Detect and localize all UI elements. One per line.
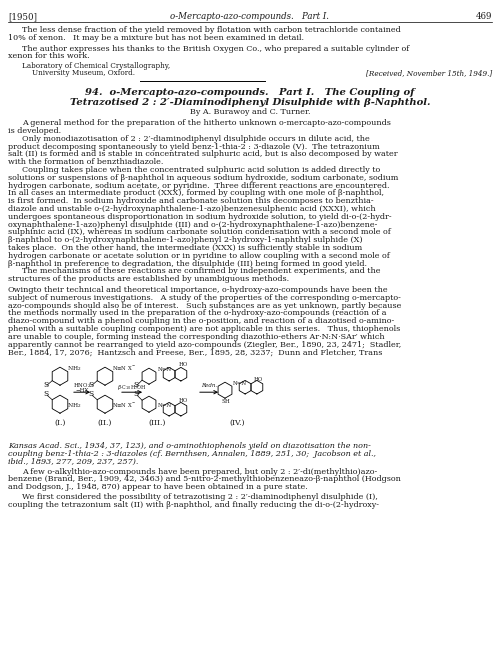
Text: S: S [88,381,93,389]
Text: The author expresses his thanks to the British Oxygen Co., who prepared a suitab: The author expresses his thanks to the B… [22,45,409,52]
Text: diazo-compound with a phenol coupling in the o-position, and reaction of a diazo: diazo-compound with a phenol coupling in… [8,317,394,325]
Text: Redn.: Redn. [201,383,217,388]
Text: Laboratory of Chemical Crystallography,: Laboratory of Chemical Crystallography, [22,62,170,70]
Text: HO: HO [179,362,188,367]
Text: apparently cannot be rearranged to yield azo-compounds (Ziegler, Ber., 1890, 23,: apparently cannot be rearranged to yield… [8,341,401,348]
Text: is first formed.  In sodium hydroxide and carbonate solution this decomposes to : is first formed. In sodium hydroxide and… [8,197,374,205]
Text: undergoes spontaneous disproportionation in sodium hydroxide solution, to yield : undergoes spontaneous disproportionation… [8,213,392,221]
Text: N=N: N=N [158,403,172,408]
Text: SH: SH [222,399,231,404]
Text: β-naphthol in preference to degradation, the disulphide (III) being formed in go: β-naphthol in preference to degradation,… [8,259,367,268]
Text: diazole and unstable o-(2-hydroxynaphthalene-1-azo)benzenesulphenic acid (XXXI),: diazole and unstable o-(2-hydroxynaphtha… [8,205,376,213]
Text: In all cases an intermediate product (XXX), formed by coupling with one mole of : In all cases an intermediate product (XX… [8,189,384,197]
Text: (IV.): (IV.) [229,419,245,427]
Text: By A. Burawoy and C. Turner.: By A. Burawoy and C. Turner. [190,108,310,117]
Text: hydrogen carbonate or acetate solution or in pyridine to allow coupling with a s: hydrogen carbonate or acetate solution o… [8,252,390,260]
Text: to their technical and theoretical importance, o-hydroxy-azo-compounds have been: to their technical and theoretical impor… [31,286,388,294]
Text: N=N: N=N [233,381,247,386]
Text: ibid., 1893, 277, 209, 237, 257).: ibid., 1893, 277, 209, 237, 257). [8,458,138,466]
Text: with the formation of benzthiadiazole.: with the formation of benzthiadiazole. [8,159,164,166]
Text: A general method for the preparation of the hitherto unknown o-mercapto-azo-comp: A general method for the preparation of … [22,119,391,127]
Text: 94.  o-Mercapto-azo-compounds.   Part I.   The Coupling of: 94. o-Mercapto-azo-compounds. Part I. Th… [86,88,414,97]
Text: $\beta$-C$_{10}$H$_7$OH: $\beta$-C$_{10}$H$_7$OH [117,383,147,392]
Text: takes place.  On the other hand, the intermediate (XXX) is sufficiently stable i: takes place. On the other hand, the inte… [8,244,362,252]
Text: hydrogen carbonate, sodium acetate, or pyridine.  Three different reactions are : hydrogen carbonate, sodium acetate, or p… [8,181,390,189]
Text: We first considered the possibility of tetrazotising 2 : 2′-diaminodiphenyl disu: We first considered the possibility of t… [22,493,378,501]
Text: Coupling takes place when the concentrated sulphuric acid solution is added dire: Coupling takes place when the concentrat… [22,166,380,174]
Text: and Dodgson, J., 1948, 870) appear to have been obtained in a pure state.: and Dodgson, J., 1948, 870) appear to ha… [8,483,308,491]
Text: Owing: Owing [8,286,34,294]
Text: are unable to couple, forming instead the corresponding diazothio-ethers Ar·N:N·: are unable to couple, forming instead th… [8,333,384,341]
Text: −HX: −HX [76,388,88,393]
Text: is developed.: is developed. [8,127,61,135]
Text: coupling benz-1-thia-2 : 3-diazoles (cf. Bernthsen, Annalen, 1889, 251, 30;  Jac: coupling benz-1-thia-2 : 3-diazoles (cf.… [8,450,376,458]
Text: phenol with a suitable coupling component) are not applicable in this series.   : phenol with a suitable coupling componen… [8,325,400,333]
Text: (III.): (III.) [148,419,166,427]
Text: (II.): (II.) [98,419,112,427]
Text: o-Mercapto-azo-compounds.   Part I.: o-Mercapto-azo-compounds. Part I. [170,12,330,21]
Text: structures of the products are established by unambiguous methods.: structures of the products are establish… [8,275,289,283]
Text: oxynaphthalene-1-azo)phenyl disulphide (III) and o-(2-hydroxynaphthalene-1-azo)b: oxynaphthalene-1-azo)phenyl disulphide (… [8,221,378,229]
Text: S: S [43,381,48,389]
Text: product decomposing spontaneously to yield benz-1-thia-2 : 3-diazole (V).  The t: product decomposing spontaneously to yie… [8,143,380,151]
Text: 469: 469 [476,12,492,21]
Text: HNO$_2$: HNO$_2$ [73,381,91,390]
Text: The less dense fraction of the yield removed by flotation with carbon tetrachlor: The less dense fraction of the yield rem… [22,26,401,34]
Text: xenon for this work.: xenon for this work. [8,52,90,60]
Text: N=N: N=N [158,367,172,372]
Text: solutions or suspensions of β-naphthol in aqueous sodium hydroxide, sodium carbo: solutions or suspensions of β-naphthol i… [8,174,398,182]
Text: HO: HO [179,398,188,403]
Text: azo-compounds should also be of interest.   Such substances are as yet unknown, : azo-compounds should also be of interest… [8,301,402,310]
Text: benzene (Brand, Ber., 1909, 42, 3463) and 5-nitro-2-methylthiobenzeneazo-β-napht: benzene (Brand, Ber., 1909, 42, 3463) an… [8,476,401,483]
Text: coupling the tetrazonium salt (II) with β-naphthol, and finally reducing the di-: coupling the tetrazonium salt (II) with … [8,501,379,509]
Text: 10% of xenon.   It may be a mixture but has not been examined in detail.: 10% of xenon. It may be a mixture but ha… [8,34,304,42]
Text: Ber., 1884, 17, 2076;  Hantzsch and Freese, Ber., 1895, 28, 3237;  Dunn and Flet: Ber., 1884, 17, 2076; Hantzsch and Frees… [8,348,382,356]
Text: Tetrazotised 2 : 2′-Diaminodiphenyl Disulphide with β-Naphthol.: Tetrazotised 2 : 2′-Diaminodiphenyl Disu… [70,98,430,107]
Text: NH$_2$: NH$_2$ [67,364,82,373]
Text: S: S [133,381,138,389]
Text: β-naphthol to o-(2-hydroxynaphthalene-1-azo)phenyl 2-hydroxy-1-naphthyl sulphide: β-naphthol to o-(2-hydroxynaphthalene-1-… [8,236,362,244]
Text: S: S [88,390,93,398]
Text: HO: HO [254,377,263,383]
Text: N≡N X$^-$: N≡N X$^-$ [112,364,136,372]
Text: S: S [43,390,48,398]
Text: Kansas Acad. Sci., 1934, 37, 123), and o-aminothiophenols yield on diazotisation: Kansas Acad. Sci., 1934, 37, 123), and o… [8,442,371,450]
Text: [Received, November 15th, 1949.]: [Received, November 15th, 1949.] [366,69,492,77]
Text: Only monodiazotisation of 2 : 2′-diaminodiphenyl disulphide occurs in dilute aci: Only monodiazotisation of 2 : 2′-diamino… [22,135,370,143]
Text: A few o-alkylthio-azo-compounds have been prepared, but only 2 : 2′-di(methylthi: A few o-alkylthio-azo-compounds have bee… [22,468,378,476]
Text: sulphinic acid (IX), whereas in sodium carbonate solution condensation with a se: sulphinic acid (IX), whereas in sodium c… [8,229,391,236]
Text: The mechanisms of these reactions are confirmed by independent experiments, and : The mechanisms of these reactions are co… [22,267,380,275]
Text: N≡N X$^-$: N≡N X$^-$ [112,402,136,409]
Text: University Museum, Oxford.: University Museum, Oxford. [32,69,135,77]
Text: S: S [133,390,138,398]
Text: salt (II) is formed and is stable in concentrated sulphuric acid, but is also de: salt (II) is formed and is stable in con… [8,151,398,159]
Text: (I.): (I.) [54,419,66,427]
Text: subject of numerous investigations.   A study of the properties of the correspon: subject of numerous investigations. A st… [8,294,401,302]
Text: [1950]: [1950] [8,12,37,21]
Text: the methods normally used in the preparation of the o-hydroxy-azo-compounds (rea: the methods normally used in the prepara… [8,309,386,318]
Text: NH$_2$: NH$_2$ [67,402,82,410]
